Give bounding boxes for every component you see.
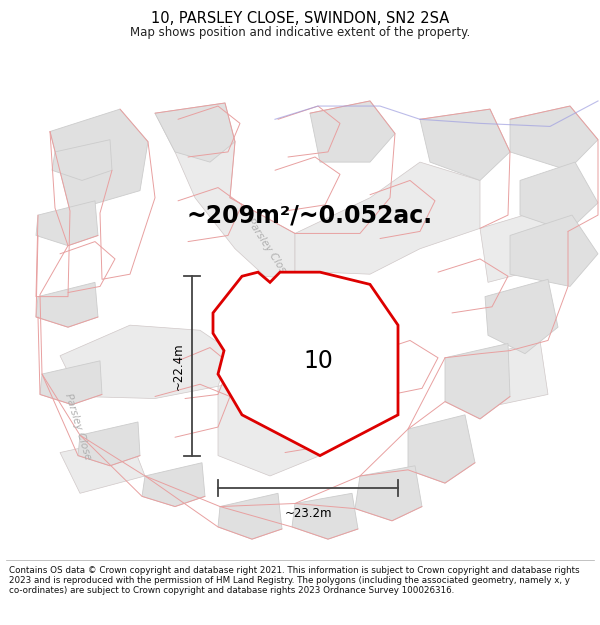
Polygon shape [510,106,598,170]
Polygon shape [78,422,140,466]
Text: ~209m²/~0.052ac.: ~209m²/~0.052ac. [187,203,433,227]
Polygon shape [60,325,230,399]
Polygon shape [485,341,548,407]
Polygon shape [213,272,398,456]
Text: Parsley Close: Parsley Close [245,217,291,281]
Polygon shape [36,282,98,328]
Polygon shape [50,109,148,211]
Polygon shape [218,368,320,476]
Text: Contains OS data © Crown copyright and database right 2021. This information is : Contains OS data © Crown copyright and d… [9,566,580,596]
Polygon shape [408,415,475,483]
Text: ~22.4m: ~22.4m [172,342,185,390]
Text: 10, PARSLEY CLOSE, SWINDON, SN2 2SA: 10, PARSLEY CLOSE, SWINDON, SN2 2SA [151,11,449,26]
Polygon shape [445,344,510,419]
Text: ~23.2m: ~23.2m [284,506,332,519]
Polygon shape [520,162,598,231]
Polygon shape [355,466,422,521]
Polygon shape [36,201,98,246]
Polygon shape [218,493,282,539]
Polygon shape [485,279,558,354]
Polygon shape [155,103,235,162]
Text: Map shows position and indicative extent of the property.: Map shows position and indicative extent… [130,26,470,39]
Polygon shape [40,361,102,404]
Polygon shape [420,109,510,181]
Polygon shape [292,493,358,539]
Polygon shape [295,162,480,279]
Text: Parsley Close: Parsley Close [63,392,93,462]
Polygon shape [142,462,205,506]
Text: 10: 10 [303,349,333,373]
Polygon shape [52,139,112,181]
Polygon shape [510,215,598,286]
Polygon shape [155,113,295,279]
Polygon shape [480,208,558,282]
Polygon shape [60,438,145,493]
Polygon shape [310,101,395,162]
